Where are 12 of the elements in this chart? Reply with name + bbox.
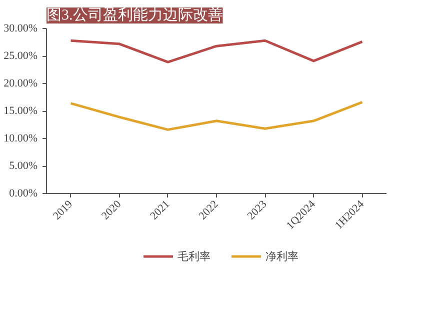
y-tick-label: 30.00% [4, 22, 38, 34]
line-series [70, 39, 364, 64]
legend-label: 毛利率 [178, 248, 210, 264]
y-tick-label: 25.00% [4, 50, 38, 62]
y-tick-label: 10.00% [4, 132, 38, 144]
y-tick-label: 0.00% [9, 188, 38, 200]
y-tick-label: 5.00% [9, 160, 38, 172]
chart-title: 图3.公司盈利能力边际改善 [46, 6, 223, 24]
line-series [70, 100, 364, 131]
y-tick-label: 15.00% [4, 105, 38, 117]
legend-label: 净利率 [266, 248, 298, 264]
y-tick-label: 20.00% [4, 78, 38, 90]
